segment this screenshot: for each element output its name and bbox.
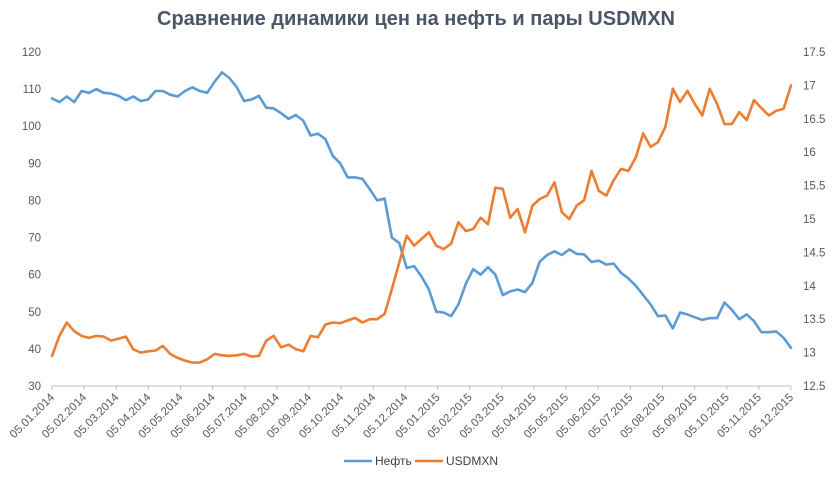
left-tick-label: 110	[23, 84, 41, 96]
right-tick-label: 16.5	[803, 114, 825, 126]
right-tick-label: 14.5	[803, 247, 825, 259]
left-tick-label: 80	[28, 195, 41, 207]
right-tick-label: 14	[803, 281, 816, 293]
legend-label: Нефть	[375, 454, 412, 468]
series-line-usdmxn	[50, 84, 793, 364]
legend-label: USDMXN	[446, 454, 498, 468]
series-lines	[50, 71, 793, 364]
right-tick-label: 13	[803, 348, 816, 360]
series-line-oil	[50, 71, 793, 350]
right-axis-ticks: 12.5 13 13.5 14 14.5 15 15.5 16 16.5 17 17.5	[803, 47, 825, 393]
left-axis-ticks: 30 40 50 60 70 80 90 100 110 120	[22, 47, 41, 393]
right-tick-label: 15.5	[803, 181, 825, 193]
left-tick-label: 60	[28, 270, 41, 282]
chart-title: Сравнение динамики цен на нефть и пары U…	[157, 8, 675, 30]
legend: Нефть USDMXN	[344, 454, 498, 468]
left-tick-label: 120	[22, 47, 41, 59]
left-tick-label: 100	[22, 121, 41, 133]
left-tick-label: 40	[28, 344, 41, 356]
right-tick-label: 17	[803, 80, 816, 92]
left-tick-label: 90	[28, 158, 41, 170]
right-tick-label: 12.5	[803, 381, 825, 393]
right-tick-label: 13.5	[803, 314, 825, 326]
right-tick-label: 15	[803, 214, 816, 226]
right-tick-label: 16	[803, 147, 816, 159]
left-tick-label: 50	[28, 307, 41, 319]
x-axis-ticks: 05.01.201405.02.201405.03.201405.04.2014…	[8, 386, 796, 441]
left-tick-label: 30	[28, 381, 41, 393]
left-tick-label: 70	[28, 233, 41, 245]
right-tick-label: 17.5	[803, 47, 825, 59]
